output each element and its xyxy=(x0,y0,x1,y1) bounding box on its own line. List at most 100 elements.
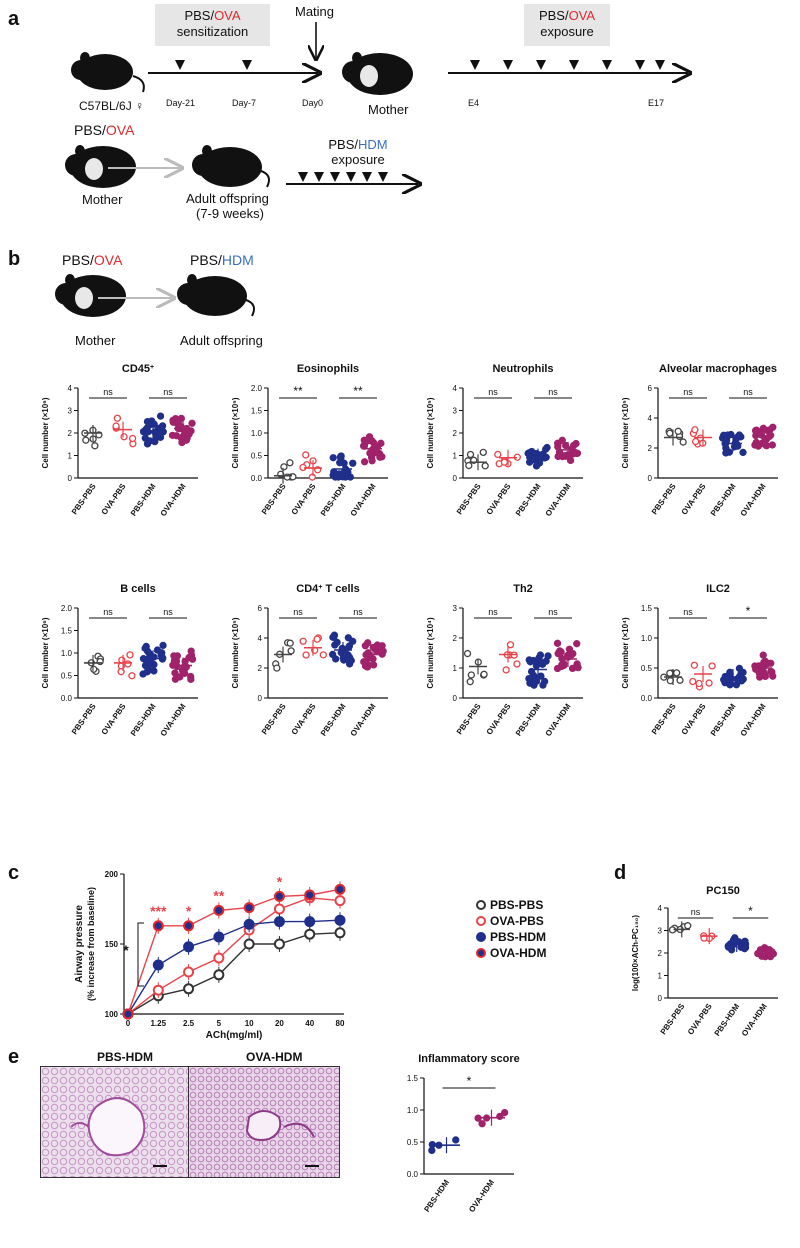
data-point xyxy=(558,436,566,444)
x-tick-label: PBS-PBS xyxy=(260,481,288,516)
y-tick-label: 2 xyxy=(648,444,653,453)
data-point xyxy=(540,677,549,686)
row2-group-label: PBS/OVA xyxy=(74,122,135,138)
sig-label: ns xyxy=(683,387,693,397)
sig-label: ns xyxy=(683,607,693,617)
y-tick-label: 150 xyxy=(105,940,119,949)
y-tick-label: 1.5 xyxy=(61,627,73,636)
series-point xyxy=(183,920,195,932)
data-point xyxy=(367,453,376,462)
day-label-1: Day-21 xyxy=(166,98,196,108)
chart-title: Th2 xyxy=(513,583,533,595)
data-point xyxy=(573,640,581,648)
scatter-chart-3: Alveolar macrophages 0 2 4 6 Cell number (×10… xyxy=(621,363,778,518)
x-tick-label: PBS-PBS xyxy=(70,481,98,516)
e-end-label: E17 xyxy=(648,98,665,108)
scatter-chart-9: PC150 0 1 2 3 4 log(100×ACh-PC₁₅₀) PBS-PBS OVA-P… xyxy=(631,885,778,1038)
y-tick-label: 3 xyxy=(453,407,458,416)
x-tick-label: PBS-HDM xyxy=(319,702,348,738)
data-point xyxy=(308,473,316,481)
timeline-diagram xyxy=(65,22,800,240)
y-tick-label: 200 xyxy=(105,870,119,879)
data-point xyxy=(554,650,562,658)
data-point xyxy=(177,414,186,423)
series-point xyxy=(152,959,164,971)
data-point xyxy=(91,442,99,450)
series-line xyxy=(127,932,341,1015)
data-point xyxy=(286,639,294,647)
data-point xyxy=(560,660,568,668)
scatter-chart-4: B cells 0.0 0.5 1.0 1.5 2.0 Cell number (×10⁶)… xyxy=(41,583,198,738)
legend-ova-pbs: OVA-PBS xyxy=(476,914,544,928)
series-point xyxy=(213,952,225,964)
data-point xyxy=(478,1120,486,1128)
data-point xyxy=(553,639,562,647)
data-point xyxy=(761,953,770,961)
data-point xyxy=(754,442,762,450)
x-tick-label: PBS-HDM xyxy=(514,482,543,518)
scatter-chart-0: CD45+ 0 1 2 3 4 Cell number (×10⁶) PBS-PBS OVA-P… xyxy=(41,363,198,518)
data-point xyxy=(143,668,151,676)
y-tick-label: 0.5 xyxy=(61,672,73,681)
y-tick-label: 6 xyxy=(258,604,263,613)
x-tick-label: OVA-HDM xyxy=(739,702,768,738)
offspring-age-label: (7-9 weeks) xyxy=(196,206,264,221)
chart-title: Inflammatory score xyxy=(418,1053,519,1065)
y-tick-label: 6 xyxy=(648,384,653,393)
sig-label: ns xyxy=(163,387,173,397)
data-point xyxy=(331,641,339,649)
y-tick-label: 0.5 xyxy=(251,452,263,461)
data-point xyxy=(188,419,196,427)
y-tick-label: 0.5 xyxy=(641,664,653,673)
series-point xyxy=(273,903,285,915)
y-axis-label: Cell number (×10⁶) xyxy=(41,397,50,468)
data-point xyxy=(480,670,488,678)
series-point xyxy=(304,928,316,940)
x-tick-label: PBS-PBS xyxy=(455,701,483,736)
sig-label: ns xyxy=(691,907,701,917)
data-point xyxy=(763,426,771,435)
data-point xyxy=(479,448,487,457)
data-point xyxy=(113,414,122,422)
day-label-3: Day0 xyxy=(302,98,324,108)
x-axis-label: ACh(mg/ml) xyxy=(206,1030,263,1041)
sig-label: ns xyxy=(488,387,498,397)
y-tick-label: 1.0 xyxy=(641,634,653,643)
y-axis-label: Cell number (×10⁵) xyxy=(231,617,240,688)
data-point xyxy=(695,679,703,688)
x-tick-label: PBS-PBS xyxy=(455,481,483,516)
data-point xyxy=(343,654,352,662)
series-point xyxy=(152,984,164,996)
x-tick-label: PBS-HDM xyxy=(514,702,543,738)
y-tick-label: 1 xyxy=(453,452,458,461)
y-tick-label: 1 xyxy=(453,664,458,673)
data-point xyxy=(112,422,120,430)
data-point xyxy=(344,634,352,642)
data-point xyxy=(768,668,776,676)
data-point xyxy=(144,428,152,436)
data-point xyxy=(377,439,385,447)
x-tick-label: OVA-PBS xyxy=(485,481,513,516)
data-point xyxy=(691,437,700,446)
data-point xyxy=(569,649,577,658)
x-tick-label: OVA-HDM xyxy=(159,482,188,518)
y-tick-label: 3 xyxy=(453,604,458,613)
data-point xyxy=(186,672,195,681)
data-point xyxy=(739,448,747,457)
series-point xyxy=(334,927,346,939)
data-point xyxy=(128,672,136,680)
y-tick-label: 2 xyxy=(453,429,458,438)
data-point xyxy=(761,672,769,681)
sig-label: ns xyxy=(163,607,173,617)
y-tick-label: 2.0 xyxy=(61,604,73,613)
sig-label: ns xyxy=(548,387,558,397)
y-tick-label: 4 xyxy=(258,634,263,643)
x-tick-label: PBS-PBS xyxy=(650,481,678,516)
data-point xyxy=(466,678,474,686)
series-point xyxy=(183,966,195,978)
data-point xyxy=(341,473,350,481)
x-tick-label: OVA-PBS xyxy=(686,1001,714,1036)
data-point xyxy=(319,651,327,659)
data-point xyxy=(554,443,562,451)
data-point xyxy=(465,461,473,470)
